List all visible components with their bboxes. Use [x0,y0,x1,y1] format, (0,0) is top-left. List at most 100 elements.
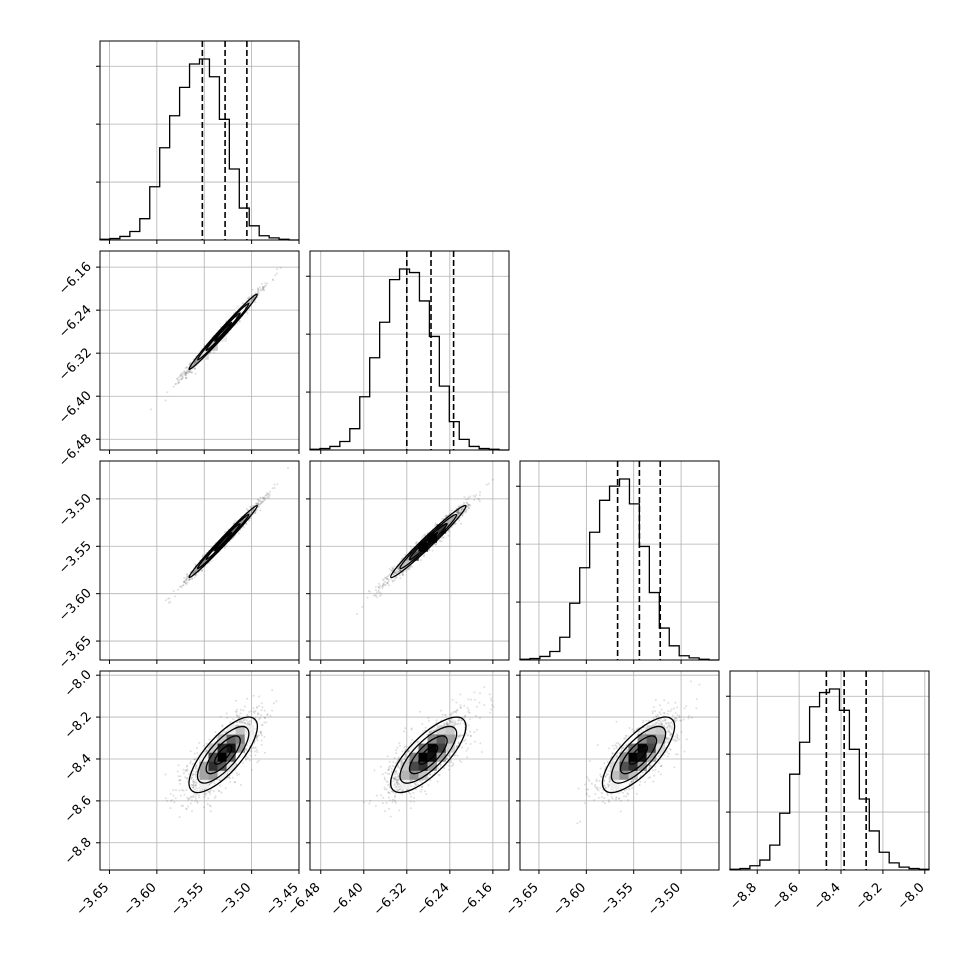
sample-point [193,367,195,370]
sample-point [386,575,388,578]
sample-point [384,583,387,586]
sample-point [223,546,226,549]
sample-point [265,284,267,287]
sample-point [258,286,261,289]
sample-point [185,373,188,376]
sample-point [391,568,394,571]
sample-point [279,266,282,269]
sample-point [169,792,172,795]
sample-point [460,522,462,525]
sample-point [478,494,481,497]
sample-point [240,521,242,524]
sample-point [265,494,268,497]
sample-point [267,495,270,498]
sample-point [185,372,188,374]
sample-point [268,492,270,495]
sample-point [469,504,472,507]
sample-point [477,497,480,500]
scatter-panel-3-0 [96,670,300,874]
sample-point [442,536,445,539]
sample-point [235,699,238,702]
sample-point [356,613,358,615]
sample-point [248,301,251,304]
contour-2 [196,513,250,570]
sample-point [385,578,388,580]
sample-point [391,579,394,582]
sample-point [190,365,193,368]
sample-point [184,367,187,370]
sample-point [367,590,370,592]
sample-point [398,570,401,573]
sample-point [266,493,269,496]
sample-point [406,558,409,561]
sample-point [254,754,257,757]
sample-point [421,536,424,539]
sample-point [395,576,398,579]
sample-point [265,491,268,494]
sample-point [209,793,212,796]
sample-point [203,344,206,347]
sample-point [192,784,195,787]
sample-point [401,557,403,560]
sample-point [188,370,191,373]
sample-point [219,784,222,787]
sample-point [181,378,184,381]
sample-point [390,577,393,580]
sample-point [232,723,235,726]
sample-point [242,709,245,712]
sample-point [467,503,470,506]
sample-point [386,582,389,585]
sample-point [149,408,152,411]
sample-point [245,523,248,526]
sample-point [392,573,395,576]
sample-point [399,569,401,572]
sample-point [201,569,204,572]
sample-point [166,800,169,802]
sample-point [193,793,196,795]
sample-point [183,581,186,584]
sample-point [194,563,197,566]
sample-point [264,497,267,500]
sample-point [487,482,490,485]
sample-point [242,526,245,529]
sample-point [182,772,185,775]
sample-point [260,702,263,705]
sample-point [377,590,380,593]
sample-point [257,502,260,505]
sample-point [169,800,172,802]
sample-point [249,505,252,508]
sample-point [191,364,194,367]
sample-point [256,739,259,742]
sample-point [235,710,238,713]
sample-point [407,558,410,561]
sample-point [254,511,257,514]
sample-point [455,511,458,514]
sample-point [423,554,426,557]
sample-point [259,509,262,512]
sample-point [268,494,271,497]
sample-point [246,312,249,315]
sample-point [177,382,180,385]
sample-point [392,567,394,570]
sample-point [196,801,199,804]
sample-point [256,735,259,738]
sample-point [398,568,401,571]
sample-point [194,767,197,770]
sample-point [194,570,197,573]
sample-point [458,512,461,515]
sample-point [468,506,470,509]
hist-frame-1 [309,250,510,451]
sample-point [258,705,261,708]
sample-point [201,555,204,558]
contour-0 [213,531,233,552]
sample-point [382,579,385,582]
contour-3 [188,504,258,579]
hist-panel-3 [726,670,930,874]
sample-point [177,588,179,591]
density-cell [427,533,437,543]
scatter-inner-2-1 [356,478,494,615]
hist-frame-0 [99,40,300,241]
sample-point [185,789,188,791]
sample-point [266,714,269,716]
sample-point [182,584,185,587]
